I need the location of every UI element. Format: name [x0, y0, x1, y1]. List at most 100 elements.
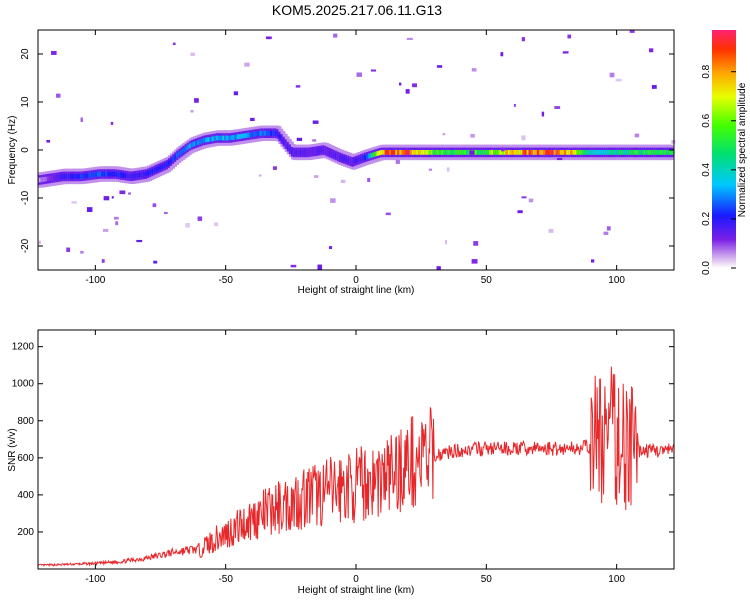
spectrogram-ytick-label: 10: [20, 96, 31, 108]
colorbar-tick-label: 0.0: [701, 261, 712, 275]
snr-ticks: -100 -50 0 50 100 200 400 600 800 1000 1200: [12, 330, 674, 585]
spectrogram-cell: [163, 211, 168, 215]
spectrogram-cell: [66, 247, 71, 252]
spectrogram-cell: [556, 157, 563, 161]
colorbar-ticks: 0.0 0.2 0.4 0.6 0.8: [701, 64, 736, 275]
snr-ytick-label: 200: [17, 527, 34, 538]
spectrogram-cell: [649, 48, 654, 53]
spectrogram-cell: [80, 251, 84, 254]
spectrogram-cell: [567, 34, 572, 39]
spectrogram-cell: [609, 72, 615, 78]
spectrogram-cell: [541, 111, 545, 117]
spectrogram-cell: [395, 159, 400, 164]
spectrogram-cell: [340, 179, 346, 184]
spectrogram-cell: [521, 135, 526, 141]
spectrogram-cell: [590, 259, 595, 263]
colorbar-label: Normalized spectral amplitude: [737, 82, 748, 217]
spectrogram-cell: [398, 82, 402, 86]
spectrogram-cell: [111, 196, 114, 199]
spectrogram-cell: [528, 198, 534, 203]
spectrogram-cell: [272, 166, 277, 170]
spectrogram-cell: [436, 266, 441, 271]
spectrogram-cell: [56, 93, 61, 98]
snr-ytick-label: 1200: [12, 342, 35, 353]
spectrogram-ytick-label: -20: [20, 238, 31, 253]
spectrogram-ytick-label: 20: [20, 48, 31, 60]
spectrogram-cell: [473, 241, 479, 246]
colorbar-tick-label: 0.4: [701, 162, 712, 176]
spectrogram-ytick-label: -10: [20, 190, 31, 205]
spectrogram-cell: [521, 196, 527, 199]
spectrogram-cell: [330, 198, 336, 203]
spectrogram-cell: [190, 52, 196, 56]
spectrogram-cell: [258, 174, 262, 177]
snr-xtick-label: -100: [85, 574, 105, 585]
spectrogram-cell: [71, 201, 77, 204]
spectrogram-cell: [190, 110, 194, 113]
spectrogram-cell: [469, 150, 475, 155]
spectrogram-cell: [517, 210, 523, 214]
spectrogram-cell: [412, 83, 418, 88]
colorbar-tick-label: 0.6: [701, 113, 712, 127]
spectrogram-cell: [634, 133, 640, 138]
spectrogram-cell: [250, 117, 255, 122]
snr-ytick-label: 600: [17, 453, 34, 464]
spectrogram-cell: [442, 132, 446, 136]
snr-frame: [37, 329, 675, 570]
snr-ytick-label: 1000: [12, 379, 35, 390]
spectrogram-cell: [110, 121, 114, 125]
snr-xlabel: Height of straight line (km): [298, 585, 415, 596]
spectrogram-xlabel: Height of straight line (km): [298, 285, 415, 296]
spectrogram-cell: [385, 212, 391, 216]
spectrogram-cell: [471, 259, 478, 264]
spectrogram-cell: [603, 231, 609, 235]
spectrogram-cell: [444, 239, 447, 245]
spectrogram-cell: [428, 168, 433, 171]
spectrogram-cell: [671, 140, 676, 144]
spectrogram-cell: [296, 137, 303, 142]
spectrogram-frame: [37, 29, 675, 271]
spectrogram-cell: [51, 50, 57, 55]
spectrogram-cell: [554, 106, 561, 109]
spectrogram-cell: [470, 133, 475, 138]
spectrogram-cell: [606, 226, 611, 231]
snr-xtick-label: -50: [218, 574, 233, 585]
spectrogram-cell: [185, 223, 190, 228]
snr-xtick-label: 100: [608, 574, 625, 585]
spectrogram-cell: [405, 89, 410, 94]
spectrogram-cell: [501, 147, 505, 152]
spectrogram-cell: [548, 228, 554, 233]
spectrogram-cell: [115, 221, 119, 226]
spectrogram-cell: [244, 62, 250, 67]
spectrogram-cell: [436, 65, 443, 68]
spectrogram-cell: [312, 120, 319, 124]
spectrogram-xtick-label: -50: [218, 275, 233, 286]
snr-ytick-label: 800: [17, 416, 34, 427]
spectrogram-cell: [152, 203, 157, 208]
spectrogram-cell: [521, 37, 525, 42]
colorbar-gradient: [712, 30, 736, 268]
spectrogram-cell: [295, 85, 301, 88]
spectrogram-marks: [38, 30, 676, 271]
spectrogram-cell: [80, 117, 84, 123]
spectrogram-cell: [86, 207, 93, 212]
figure-title: KOM5.2025.217.06.11.G13: [272, 2, 442, 18]
spectrogram-cell: [103, 196, 110, 201]
colorbar-tick-label: 0.2: [701, 212, 712, 226]
spectrogram-cell: [370, 69, 377, 72]
spectrogram-xtick-label: 100: [608, 275, 625, 286]
snr-line: [37, 366, 675, 568]
spectrogram-cell: [668, 150, 674, 155]
snr-ytick-label: 400: [17, 490, 34, 501]
spectrogram-cell: [446, 167, 450, 172]
snr-panel: -100 -50 0 50 100 200 400 600 800 1000 1200 Height…: [7, 329, 675, 596]
spectrogram-cell: [101, 259, 105, 263]
spectrogram-cell: [128, 192, 131, 195]
spectrogram-ytick-label: 0: [20, 147, 31, 153]
colorbar-tick-label: 0.8: [701, 64, 712, 78]
spectrogram-cell: [615, 78, 622, 82]
snr-ylabel: SNR (v/v): [7, 428, 18, 471]
